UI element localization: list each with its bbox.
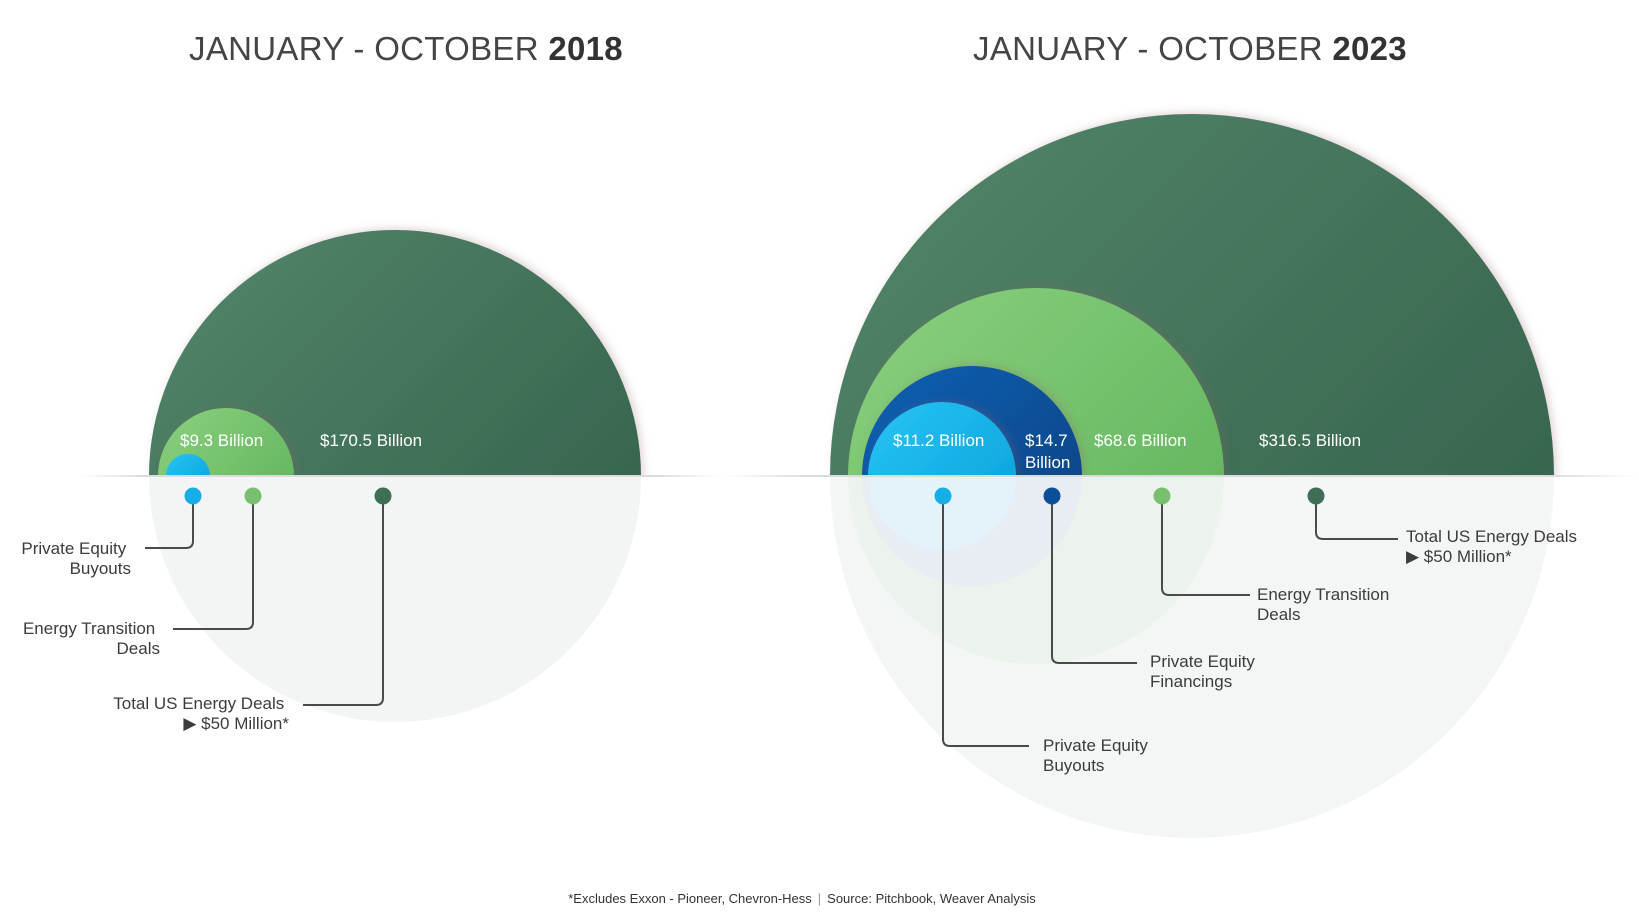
label-2023-pe-financings: Private Equity Financings xyxy=(1150,652,1260,691)
label-2018-energy-transition: Energy Transition Deals xyxy=(23,619,160,658)
value-label-2023-pe-financings-line2: Billion xyxy=(1025,453,1070,472)
leader-2018-total xyxy=(303,497,384,706)
chart-title-2023: JANUARY - OCTOBER 2023 xyxy=(973,30,1407,67)
label-2018-pe-buyouts: Private Equity Buyouts xyxy=(21,539,131,578)
marker-dots xyxy=(184,487,1325,505)
chart-title-2018: JANUARY - OCTOBER 2018 xyxy=(189,30,623,67)
label-2023-energy-transition: Energy Transition Deals xyxy=(1257,585,1394,624)
dot-2018-pe-buyouts xyxy=(184,487,202,505)
dot-2018-total xyxy=(374,487,392,505)
leader-2023-energy-transition xyxy=(1161,497,1250,596)
value-label-2023-energy-transition: $68.6 Billion xyxy=(1094,431,1187,450)
value-label-2018-energy-transition: $9.3 Billion xyxy=(180,431,263,450)
footnote: *Excludes Exxon - Pioneer, Chevron-Hess |… xyxy=(568,891,1036,906)
dot-2023-pe-financings xyxy=(1043,487,1061,505)
baseline-2018 xyxy=(80,475,720,477)
value-label-2023-pe-buyouts: $11.2 Billion xyxy=(893,431,984,450)
footnote-separator: | xyxy=(818,891,821,906)
leader-2023-pe-financings xyxy=(1051,497,1137,664)
dot-2023-total xyxy=(1307,487,1325,505)
bubble-2018-total-energy-deals xyxy=(149,230,641,476)
baseline-2023 xyxy=(720,475,1639,477)
bubbles xyxy=(149,114,1554,476)
leader-2023-total xyxy=(1315,497,1398,540)
leader-lines xyxy=(145,497,1398,747)
bubble-2023-pe-buyouts xyxy=(868,402,1016,476)
label-2023-pe-buyouts: Private Equity Buyouts xyxy=(1043,736,1153,775)
reflection-2018-total xyxy=(149,476,641,722)
dot-2023-energy-transition xyxy=(1153,487,1171,505)
leader-2023-pe-buyouts xyxy=(942,497,1029,747)
value-label-2023-pe-financings-line1: $14.7 xyxy=(1025,431,1068,450)
label-2023-total: Total US Energy Deals ▶ $50 Million* xyxy=(1406,527,1582,566)
value-label-2018-total: $170.5 Billion xyxy=(320,431,422,450)
value-label-2023-pe-financings: $14.7 Billion xyxy=(1025,431,1072,472)
footnote-exclusions: *Excludes Exxon - Pioneer, Chevron-Hess xyxy=(568,891,812,906)
dot-2018-energy-transition xyxy=(244,487,262,505)
dot-2023-pe-buyouts xyxy=(934,487,952,505)
leader-2018-energy-transition xyxy=(173,497,254,630)
label-2018-total: Total US Energy Deals ▶ $50 Million* xyxy=(113,694,289,733)
leader-2018-pe-buyouts xyxy=(145,497,194,549)
bubble-2018-pe-buyouts xyxy=(166,454,210,476)
value-label-2023-total: $316.5 Billion xyxy=(1259,431,1361,450)
footnote-source: Source: Pitchbook, Weaver Analysis xyxy=(827,891,1036,906)
